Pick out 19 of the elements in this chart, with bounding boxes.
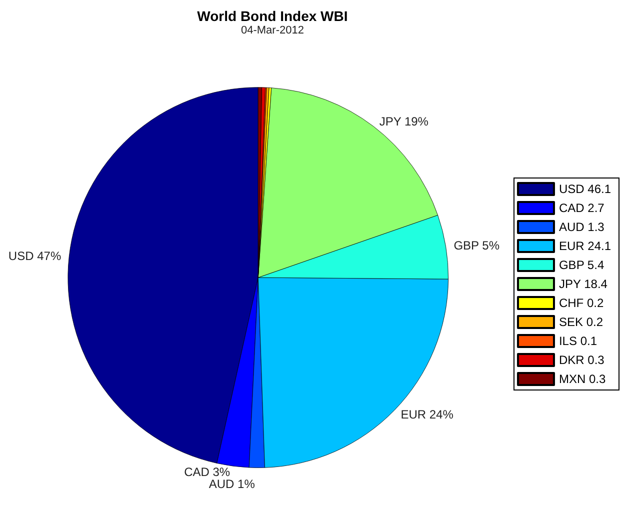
chart-subtitle: 04-Mar-2012 <box>240 24 304 36</box>
legend-label: USD 46.1 <box>558 182 612 196</box>
legend-label: AUD 1.3 <box>558 220 605 234</box>
legend-label: CAD 2.7 <box>558 201 605 215</box>
data-label: CAD 3% <box>184 465 230 480</box>
data-label: GBP 5% <box>454 238 500 253</box>
chart-title: World Bond Index WBI <box>197 8 348 24</box>
legend-label: GBP 5.4 <box>558 258 604 272</box>
data-label: USD 47% <box>8 249 62 264</box>
legend-label: MXN 0.3 <box>558 372 606 386</box>
legend-label: CHF 0.2 <box>558 296 604 310</box>
legend-label: EUR 24.1 <box>558 239 612 253</box>
legend-label: SEK 0.2 <box>558 315 604 329</box>
legend-label: DKR 0.3 <box>558 353 605 367</box>
data-label: AUD 1% <box>208 477 256 492</box>
data-label: EUR 24% <box>400 407 454 422</box>
legend-label: JPY 18.4 <box>558 277 608 291</box>
data-label: JPY 19% <box>379 114 429 129</box>
legend-label: ILS 0.1 <box>558 334 598 348</box>
